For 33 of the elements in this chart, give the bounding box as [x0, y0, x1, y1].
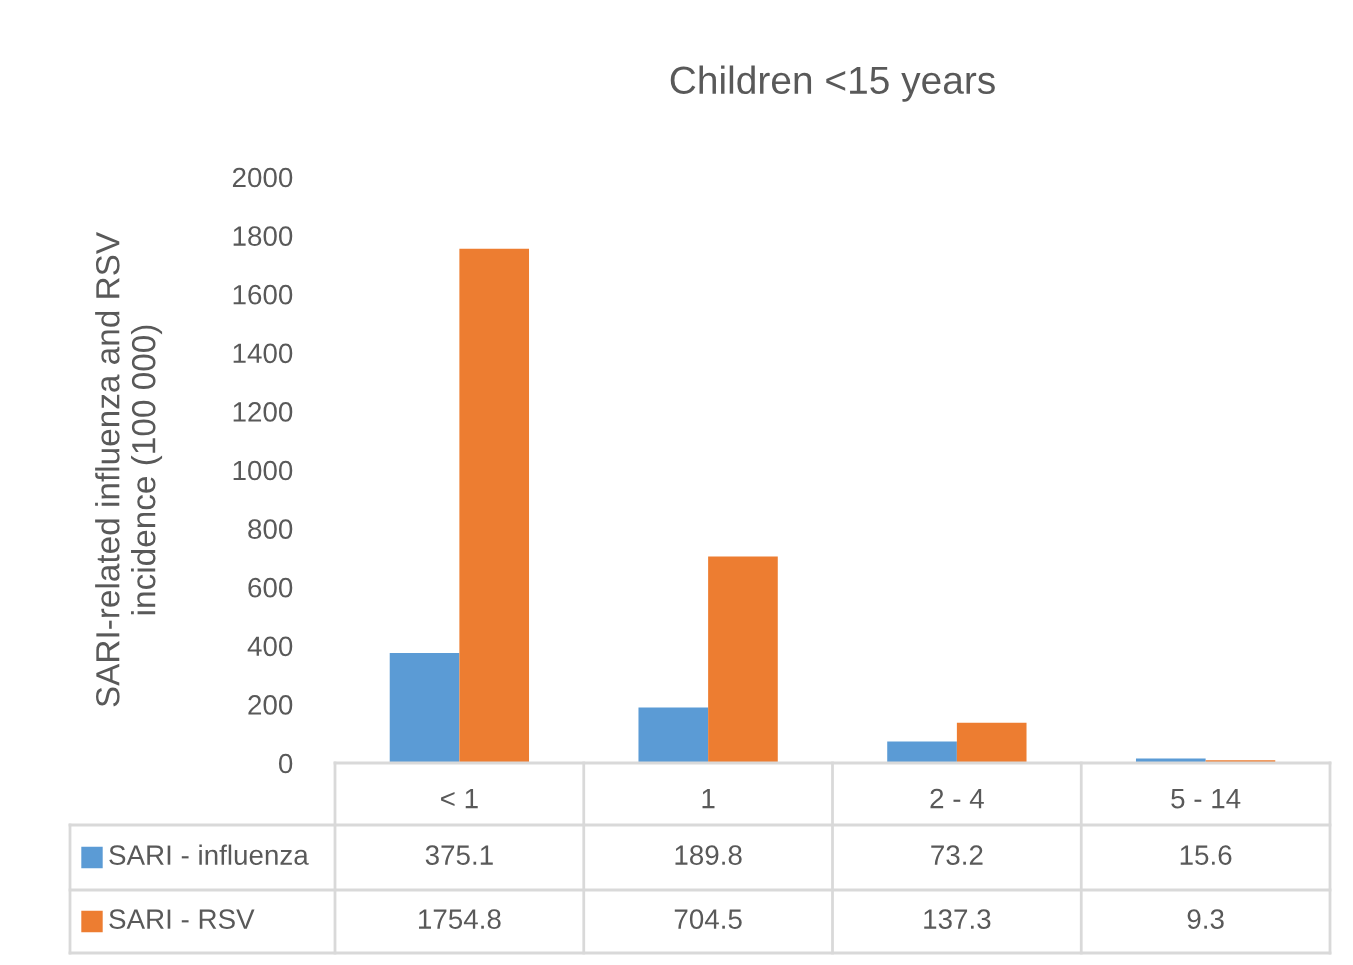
y-tick-label: 200 [248, 695, 293, 715]
data-label: 189.8 [675, 845, 742, 865]
x-tick-label: 1 [702, 789, 715, 809]
y-tick-label: 1400 [233, 343, 293, 364]
y-tick-label: 1200 [233, 402, 293, 422]
bar [459, 248, 530, 763]
bar [389, 653, 460, 763]
y-tick-label: 1600 [233, 284, 293, 305]
legend-label: SARI - RSV [109, 909, 255, 929]
data-label: 1754.8 [419, 909, 501, 929]
bar [708, 556, 778, 763]
data-label: 73.2 [931, 845, 983, 865]
legend-label: SARI - influenza [109, 844, 309, 865]
y-axis-title: SARI-related influenza and RSV incidence (100 000) [95, 232, 163, 707]
x-tick-label: 2 - 4 [930, 788, 984, 809]
data-label: 15.6 [1180, 845, 1232, 865]
y-tick-label: 600 [248, 577, 293, 598]
y-tick-label: 800 [248, 519, 293, 539]
x-tick-label: 5 - 14 [1171, 789, 1241, 809]
bar [638, 707, 709, 763]
x-tick-label: < 1 [441, 789, 478, 809]
y-tick-label: 1000 [233, 460, 293, 481]
chart-title: Children <15 years [670, 65, 995, 102]
y-tick-label: 400 [247, 636, 293, 657]
data-label: 704.5 [674, 909, 742, 929]
bar [956, 722, 1027, 763]
data-label: 137.3 [924, 909, 991, 929]
y-tick-label: 1800 [233, 226, 293, 246]
y-tick-label: 0 [278, 753, 293, 774]
y-tick-label: 2000 [232, 167, 293, 188]
data-label: 375.1 [425, 845, 493, 865]
data-label: 9.3 [1187, 909, 1224, 929]
bar [887, 741, 957, 763]
